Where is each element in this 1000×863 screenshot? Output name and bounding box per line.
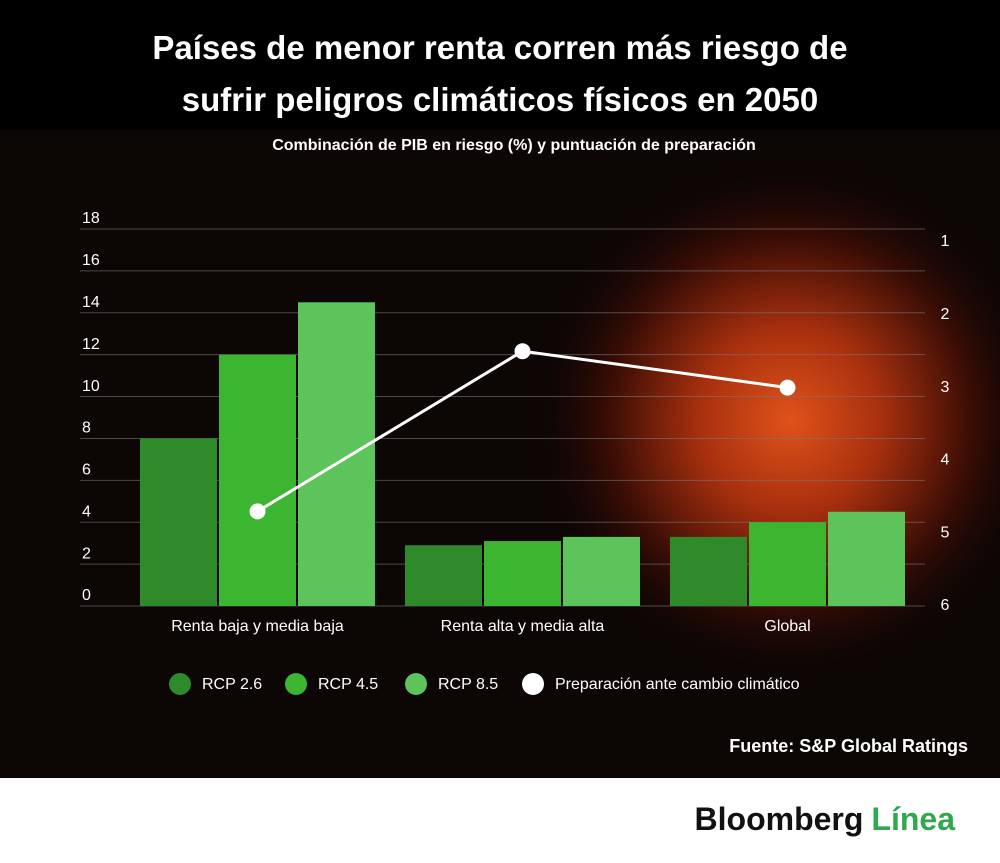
y-tick-label: 18	[82, 210, 100, 227]
y-tick-label: 0	[82, 587, 91, 604]
bar	[563, 536, 640, 606]
y-tick-label: 2	[82, 545, 91, 562]
bar	[219, 354, 296, 606]
legend-marker	[169, 673, 191, 695]
y-tick-label: 4	[82, 503, 91, 520]
y2-tick-label: 5	[941, 524, 950, 541]
line-point	[779, 379, 796, 396]
y2-tick-label: 3	[941, 379, 950, 396]
x-tick-label: Renta baja y media baja	[171, 618, 344, 635]
logo-sub: Línea	[871, 801, 955, 837]
legend-marker	[522, 673, 544, 695]
y2-tick-label: 6	[941, 597, 950, 614]
chart-title: Países de menor renta corren más riesgo …	[152, 29, 847, 118]
y-tick-label: 14	[82, 294, 100, 311]
legend-label: RCP 2.6	[202, 676, 262, 693]
footer	[0, 778, 1000, 863]
y-tick-label: 12	[82, 336, 100, 353]
y-tick-label: 8	[82, 420, 91, 437]
line-point	[514, 343, 531, 360]
legend-marker	[405, 673, 427, 695]
bar	[749, 522, 826, 606]
y-tick-label: 16	[82, 252, 100, 269]
legend-label: RCP 8.5	[438, 676, 498, 693]
line-point	[249, 503, 266, 520]
logo: Bloomberg Línea	[695, 801, 956, 837]
legend-label: RCP 4.5	[318, 676, 378, 693]
header	[0, 0, 1000, 130]
x-tick-label: Renta alta y media alta	[441, 618, 605, 635]
x-tick-label: Global	[764, 618, 810, 635]
legend-label: Preparación ante cambio climático	[555, 676, 800, 693]
bar	[405, 545, 482, 606]
chart-subtitle: Combinación de PIB en riesgo (%) y puntu…	[272, 137, 756, 154]
y2-tick-label: 1	[941, 233, 950, 250]
logo-name: Bloomberg	[695, 801, 864, 837]
bar	[670, 536, 747, 606]
y-tick-label: 10	[82, 378, 100, 395]
bar	[298, 302, 375, 606]
bar	[828, 511, 905, 606]
y-tick-label: 6	[82, 462, 91, 479]
y2-tick-label: 4	[941, 452, 950, 469]
legend-marker	[285, 673, 307, 695]
title-line: sufrir peligros climáticos físicos en 20…	[182, 81, 818, 118]
bar	[140, 438, 217, 606]
y2-tick-label: 2	[941, 306, 950, 323]
source: Fuente: S&P Global Ratings	[729, 736, 968, 756]
title-line: Países de menor renta corren más riesgo …	[152, 29, 847, 66]
bar	[484, 541, 561, 606]
